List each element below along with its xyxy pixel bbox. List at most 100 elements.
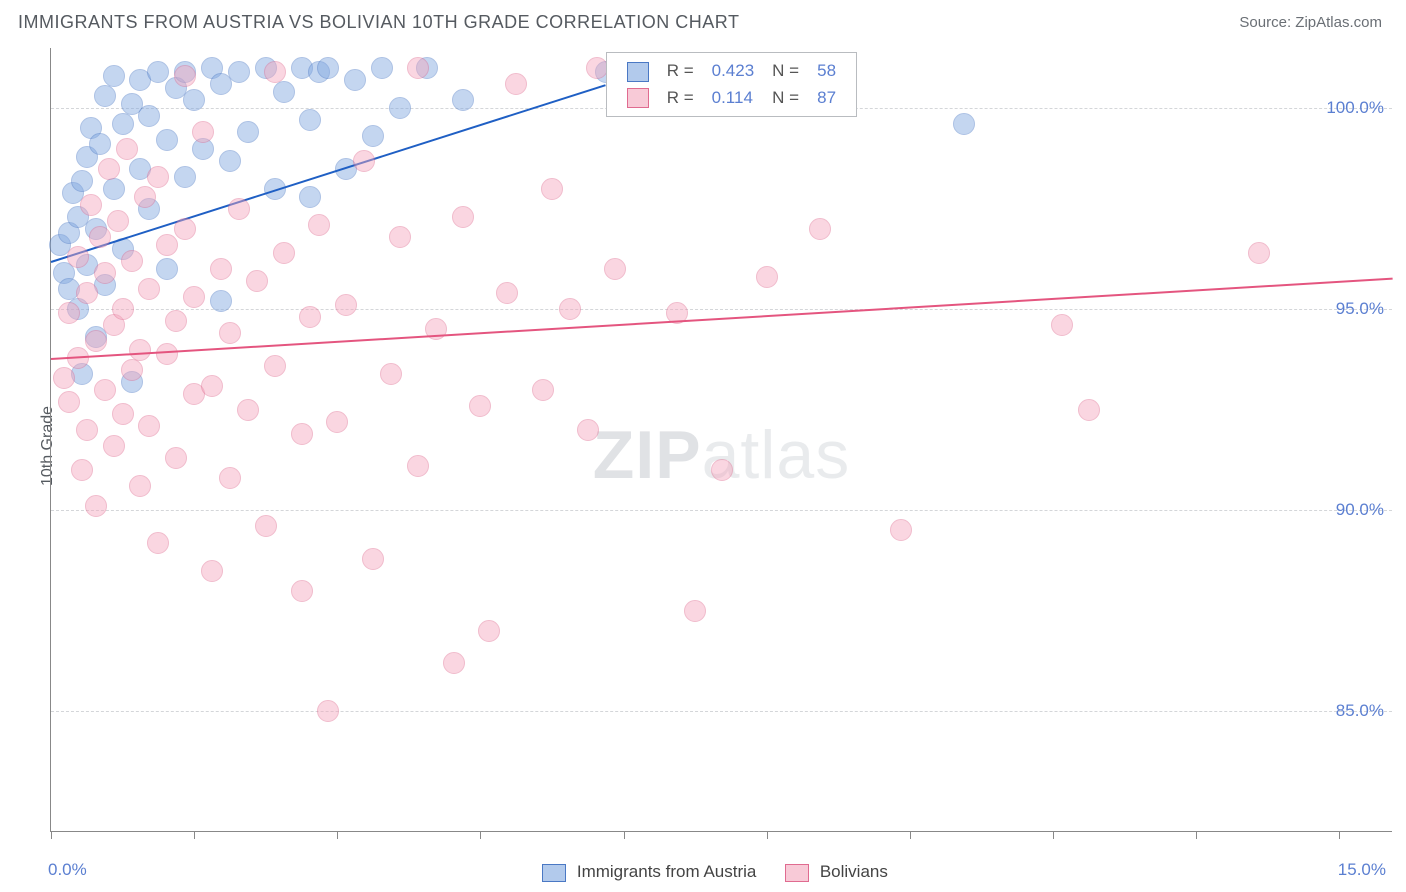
legend-label-austria: Immigrants from Austria	[577, 862, 757, 881]
data-point	[255, 515, 277, 537]
data-point	[353, 150, 375, 172]
data-point	[121, 359, 143, 381]
data-point	[541, 178, 563, 200]
data-point	[98, 158, 120, 180]
watermark-rest: atlas	[702, 417, 851, 493]
x-tick	[337, 831, 338, 839]
chart-header: IMMIGRANTS FROM AUSTRIA VS BOLIVIAN 10TH…	[0, 0, 1406, 41]
data-point	[76, 419, 98, 441]
data-point	[452, 89, 474, 111]
source-attribution: Source: ZipAtlas.com	[1239, 14, 1382, 31]
data-point	[103, 178, 125, 200]
data-point	[299, 306, 321, 328]
r-value: 0.423	[704, 59, 763, 84]
data-point	[228, 198, 250, 220]
data-point	[156, 343, 178, 365]
data-point	[264, 355, 286, 377]
data-point	[58, 302, 80, 324]
legend-table: R =0.423N =58R =0.114N =87	[617, 57, 846, 112]
data-point	[174, 218, 196, 240]
data-point	[183, 286, 205, 308]
data-point	[362, 548, 384, 570]
data-point	[71, 170, 93, 192]
data-point	[711, 459, 733, 481]
data-point	[273, 242, 295, 264]
data-point	[85, 330, 107, 352]
data-point	[174, 65, 196, 87]
watermark: ZIPatlas	[593, 416, 850, 494]
data-point	[219, 322, 241, 344]
n-value: 58	[809, 59, 844, 84]
data-point	[201, 375, 223, 397]
data-point	[219, 467, 241, 489]
data-point	[89, 226, 111, 248]
data-point	[147, 532, 169, 554]
data-point	[147, 166, 169, 188]
data-point	[116, 138, 138, 160]
data-point	[237, 399, 259, 421]
data-point	[443, 652, 465, 674]
data-point	[532, 379, 554, 401]
x-tick	[51, 831, 52, 839]
data-point	[201, 560, 223, 582]
data-point	[183, 89, 205, 111]
n-label: N =	[764, 86, 807, 111]
data-point	[112, 403, 134, 425]
data-point	[604, 258, 626, 280]
data-point	[71, 459, 93, 481]
data-point	[273, 81, 295, 103]
data-point	[112, 298, 134, 320]
y-tick-label: 100.0%	[1326, 98, 1384, 118]
data-point	[138, 415, 160, 437]
legend-swatch-austria	[542, 864, 566, 882]
data-point	[219, 150, 241, 172]
data-point	[317, 700, 339, 722]
legend-swatch-bolivians	[785, 864, 809, 882]
gridline-h	[51, 309, 1392, 310]
data-point	[299, 109, 321, 131]
data-point	[452, 206, 474, 228]
legend-label-bolivians: Bolivians	[820, 862, 888, 881]
data-point	[326, 411, 348, 433]
data-point	[344, 69, 366, 91]
data-point	[165, 310, 187, 332]
x-tick	[767, 831, 768, 839]
data-point	[174, 166, 196, 188]
data-point	[129, 339, 151, 361]
data-point	[371, 57, 393, 79]
data-point	[890, 519, 912, 541]
scatter-plot-area: ZIPatlas 85.0%90.0%95.0%100.0%R =0.423N …	[50, 48, 1392, 832]
data-point	[210, 258, 232, 280]
r-label: R =	[659, 59, 702, 84]
data-point	[586, 57, 608, 79]
data-point	[134, 186, 156, 208]
data-point	[237, 121, 259, 143]
data-point	[138, 278, 160, 300]
data-point	[299, 186, 321, 208]
data-point	[577, 419, 599, 441]
n-label: N =	[764, 59, 807, 84]
data-point	[407, 57, 429, 79]
watermark-bold: ZIP	[593, 417, 702, 493]
data-point	[1078, 399, 1100, 421]
y-tick-label: 90.0%	[1336, 500, 1384, 520]
data-point	[496, 282, 518, 304]
data-point	[210, 290, 232, 312]
x-tick	[1196, 831, 1197, 839]
data-point	[112, 113, 134, 135]
data-point	[308, 214, 330, 236]
data-point	[478, 620, 500, 642]
data-point	[94, 379, 116, 401]
data-point	[1051, 314, 1073, 336]
legend-bottom: Immigrants from Austria Bolivians	[0, 862, 1406, 882]
x-tick	[194, 831, 195, 839]
data-point	[380, 363, 402, 385]
data-point	[192, 121, 214, 143]
data-point	[121, 250, 143, 272]
chart-title: IMMIGRANTS FROM AUSTRIA VS BOLIVIAN 10TH…	[18, 12, 739, 33]
data-point	[103, 65, 125, 87]
data-point	[335, 294, 357, 316]
data-point	[389, 97, 411, 119]
data-point	[85, 495, 107, 517]
source-prefix: Source:	[1239, 14, 1295, 31]
